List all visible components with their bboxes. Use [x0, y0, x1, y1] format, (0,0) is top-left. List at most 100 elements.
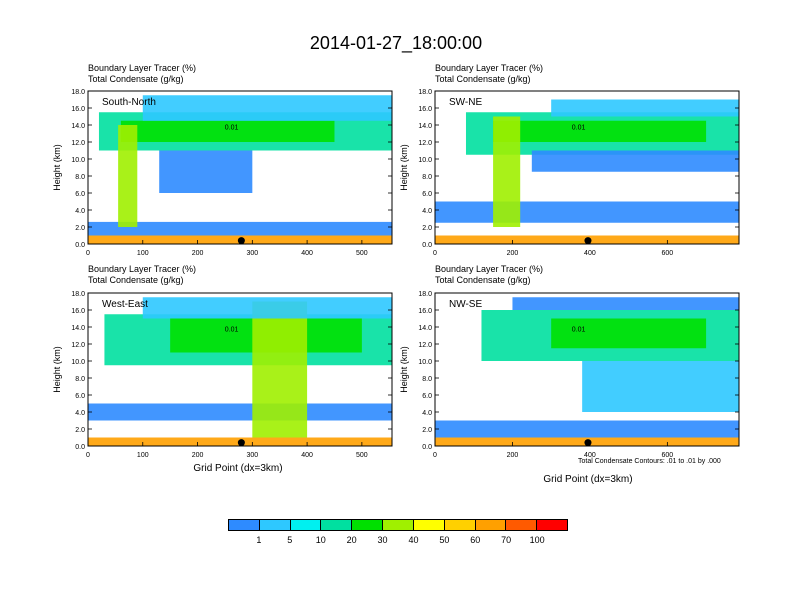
- y-tick-label: 0.0: [75, 444, 85, 451]
- tracer-region: [512, 297, 739, 310]
- y-tick-label: 6.0: [75, 393, 85, 400]
- y-tick-label: 16.0: [71, 308, 85, 315]
- y-tick-label: 8.0: [75, 376, 85, 383]
- colorbar-swatch: [290, 520, 322, 530]
- x-tick-label: 500: [356, 250, 368, 257]
- y-tick-label: 6.0: [75, 191, 85, 198]
- x-tick-label: 400: [301, 250, 313, 257]
- colorbar-swatch: [537, 520, 567, 530]
- y-tick-label: 12.0: [418, 140, 432, 147]
- panel-label-line1: Boundary Layer Tracer (%): [88, 264, 197, 274]
- tracer-region: [582, 361, 739, 412]
- x-tick-label: 300: [246, 452, 258, 459]
- plot-frame: [434, 90, 740, 245]
- cross-section-label: NW-SE: [449, 299, 482, 310]
- colorbar-swatch: [321, 520, 353, 530]
- y-tick-label: 4.0: [422, 410, 432, 417]
- y-axis-label: Height (km): [52, 144, 62, 191]
- x-tick-label: 0: [86, 250, 90, 257]
- y-tick-label: 0.0: [422, 242, 432, 249]
- colorbar-swatch: [444, 520, 476, 530]
- y-tick-label: 4.0: [75, 208, 85, 215]
- y-tick-label: 18.0: [71, 291, 85, 298]
- y-tick-label: 16.0: [418, 308, 432, 315]
- colorbar-label: 70: [501, 535, 512, 545]
- y-tick-label: 0.0: [422, 444, 432, 451]
- y-tick-label: 10.0: [71, 359, 85, 366]
- tracer-region: [120, 120, 335, 142]
- x-axis-label: Grid Point (dx=3km): [543, 474, 633, 485]
- page-title: 2014-01-27_18:00:00: [309, 33, 483, 53]
- y-tick-label: 14.0: [71, 123, 85, 130]
- panel-label-line1: Boundary Layer Tracer (%): [88, 63, 197, 73]
- y-tick-label: 14.0: [71, 325, 85, 332]
- tracer-region: [142, 297, 392, 319]
- y-tick-label: 16.0: [71, 106, 85, 113]
- x-tick-label: 200: [192, 452, 204, 459]
- panel-label-line2: Total Condensate (g/kg): [88, 275, 184, 285]
- x-tick-label: 0: [433, 250, 437, 257]
- tracer-region: [142, 95, 392, 121]
- y-axis-label: Height (km): [399, 346, 409, 393]
- x-tick-label: 400: [584, 452, 596, 459]
- y-tick-label: 8.0: [422, 174, 432, 181]
- plot-frame: [434, 292, 740, 447]
- y-tick-label: 12.0: [418, 342, 432, 349]
- contour-label: 0.01: [225, 326, 239, 333]
- x-tick-label: 0: [86, 452, 90, 459]
- colorbar-label: 40: [408, 535, 419, 545]
- y-tick-label: 12.0: [71, 140, 85, 147]
- y-tick-label: 8.0: [75, 174, 85, 181]
- x-tick-label: 100: [137, 250, 149, 257]
- y-tick-label: 8.0: [422, 376, 432, 383]
- contour-label: 0.01: [572, 326, 586, 333]
- y-tick-label: 14.0: [418, 123, 432, 130]
- plot-nw-se: 0.01 NW-SE 0.0 2.0 4.0 6.0 8.0 10.0 12.0 14.0 16.0…: [399, 291, 740, 459]
- y-tick-label: 12.0: [71, 342, 85, 349]
- colorbar-label: 20: [346, 535, 357, 545]
- colorbar-swatch: [383, 520, 414, 530]
- tracer-region: [493, 120, 707, 142]
- colorbar-swatch: [259, 520, 291, 530]
- x-tick-label: 100: [137, 452, 149, 459]
- location-marker: [584, 237, 592, 245]
- colorbar-swatch: [475, 520, 507, 530]
- cross-section-label: SW-NE: [449, 97, 482, 108]
- contour-note: Total Condensate Contours: .01 to .01 by…: [578, 458, 721, 465]
- colorbar-label: 30: [377, 535, 388, 545]
- colorbar-swatch: [352, 520, 384, 530]
- x-tick-label: 500: [356, 452, 368, 459]
- panel-label-line2: Total Condensate (g/kg): [435, 275, 531, 285]
- tracer-region: [551, 318, 707, 349]
- y-axis-label: Height (km): [52, 346, 62, 393]
- x-tick-label: 600: [662, 250, 674, 257]
- x-tick-label: 400: [301, 452, 313, 459]
- cross-section-label: South-North: [102, 97, 156, 108]
- plot-frame: [87, 292, 393, 447]
- location-marker: [237, 439, 245, 447]
- y-tick-label: 2.0: [75, 225, 85, 232]
- colorbar-label: 50: [439, 535, 450, 545]
- x-tick-label: 600: [662, 452, 674, 459]
- plot-south-north: 0.01 South-North 0.0 2.0 4.0 6.0 8.0 10.0 12.0 14…: [52, 89, 393, 257]
- tracer-region: [88, 403, 392, 421]
- colorbar-swatch: [506, 520, 538, 530]
- x-axis-label: Grid Point (dx=3km): [193, 463, 283, 474]
- y-axis-label: Height (km): [399, 144, 409, 191]
- panel-label-line2: Total Condensate (g/kg): [88, 74, 184, 84]
- tracer-region: [252, 301, 308, 438]
- plot-sw-ne: 0.01 SW-NE 0.0 2.0 4.0 6.0 8.0 10.0 12.0 14.0 16.0…: [399, 89, 740, 257]
- y-tick-label: 10.0: [71, 157, 85, 164]
- contour-label: 0.01: [572, 124, 586, 131]
- tracer-region: [88, 221, 392, 236]
- tracer-region: [493, 116, 521, 227]
- y-tick-label: 2.0: [75, 427, 85, 434]
- colorbar-label: 1: [256, 535, 262, 545]
- y-tick-label: 0.0: [75, 242, 85, 249]
- y-tick-label: 2.0: [422, 225, 432, 232]
- cross-section-label: West-East: [102, 299, 148, 310]
- tracer-region: [551, 99, 739, 117]
- contour-label: 0.01: [225, 124, 239, 131]
- panel-label-line1: Boundary Layer Tracer (%): [435, 63, 544, 73]
- panel-label-line2: Total Condensate (g/kg): [435, 74, 531, 84]
